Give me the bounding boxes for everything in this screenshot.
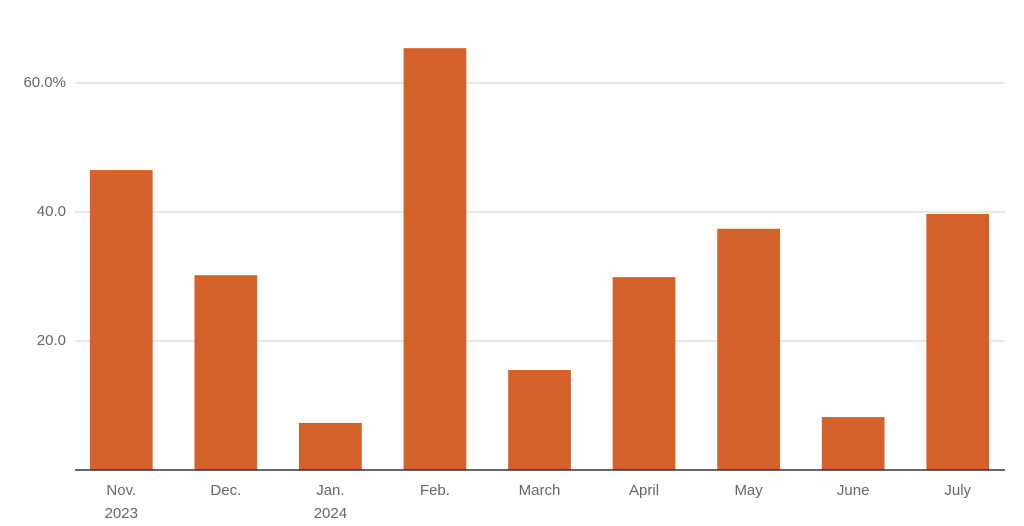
- x-tick-label: Dec.: [210, 482, 241, 499]
- y-tick-label: 60.0%: [23, 74, 66, 91]
- x-tick-label: March: [519, 482, 561, 499]
- bar: [403, 48, 467, 471]
- bar: [612, 277, 676, 470]
- y-tick-label: 20.0: [37, 332, 66, 349]
- x-tick-label: Jan. 2024: [314, 482, 347, 522]
- bar: [717, 228, 780, 470]
- x-tick-label: Nov. 2023: [105, 482, 138, 522]
- x-tick-label: May: [734, 482, 763, 499]
- x-tick-label: June: [837, 482, 870, 499]
- bar: [926, 213, 990, 470]
- x-tick-label: July: [944, 482, 971, 499]
- bar: [89, 170, 153, 470]
- bar: [821, 417, 885, 470]
- y-tick-label: 40.0: [37, 203, 66, 220]
- x-tick-label: Feb.: [420, 482, 450, 499]
- bar: [508, 370, 571, 470]
- bar: [194, 275, 258, 470]
- x-tick-label: April: [629, 482, 659, 499]
- bar: [299, 422, 362, 470]
